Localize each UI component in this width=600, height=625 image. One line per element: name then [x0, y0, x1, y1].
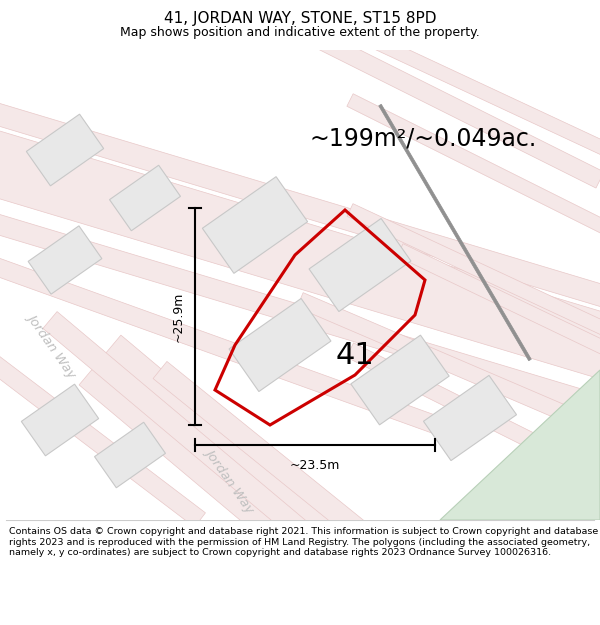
- Polygon shape: [0, 323, 205, 527]
- Polygon shape: [229, 299, 331, 391]
- Polygon shape: [22, 384, 98, 456]
- Polygon shape: [26, 114, 104, 186]
- Polygon shape: [424, 376, 517, 461]
- Polygon shape: [309, 219, 411, 311]
- Polygon shape: [347, 204, 600, 356]
- Polygon shape: [153, 361, 427, 589]
- Polygon shape: [379, 104, 531, 361]
- Polygon shape: [0, 201, 600, 429]
- Polygon shape: [0, 241, 453, 439]
- Polygon shape: [297, 292, 600, 458]
- Polygon shape: [347, 24, 600, 176]
- Polygon shape: [95, 422, 166, 488]
- Text: Map shows position and indicative extent of the property.: Map shows position and indicative extent…: [120, 26, 480, 39]
- Polygon shape: [110, 165, 181, 231]
- Text: ~23.5m: ~23.5m: [290, 459, 340, 472]
- Text: ~25.9m: ~25.9m: [172, 291, 185, 342]
- Text: Jordan Way: Jordan Way: [203, 446, 257, 514]
- Polygon shape: [43, 312, 307, 538]
- Polygon shape: [347, 94, 600, 256]
- Polygon shape: [351, 335, 449, 425]
- Polygon shape: [440, 370, 600, 520]
- Polygon shape: [296, 22, 600, 188]
- Polygon shape: [480, 400, 600, 520]
- Polygon shape: [79, 335, 371, 595]
- Text: 41, JORDAN WAY, STONE, ST15 8PD: 41, JORDAN WAY, STONE, ST15 8PD: [164, 11, 436, 26]
- Text: Jordan Way: Jordan Way: [25, 311, 79, 379]
- Text: 41: 41: [335, 341, 374, 369]
- Polygon shape: [0, 89, 600, 321]
- Polygon shape: [346, 343, 600, 507]
- Polygon shape: [28, 226, 102, 294]
- Text: ~199m²/~0.049ac.: ~199m²/~0.049ac.: [310, 126, 537, 150]
- Text: Contains OS data © Crown copyright and database right 2021. This information is : Contains OS data © Crown copyright and d…: [9, 528, 598, 557]
- Polygon shape: [202, 177, 308, 273]
- Polygon shape: [397, 244, 600, 376]
- Polygon shape: [0, 119, 600, 391]
